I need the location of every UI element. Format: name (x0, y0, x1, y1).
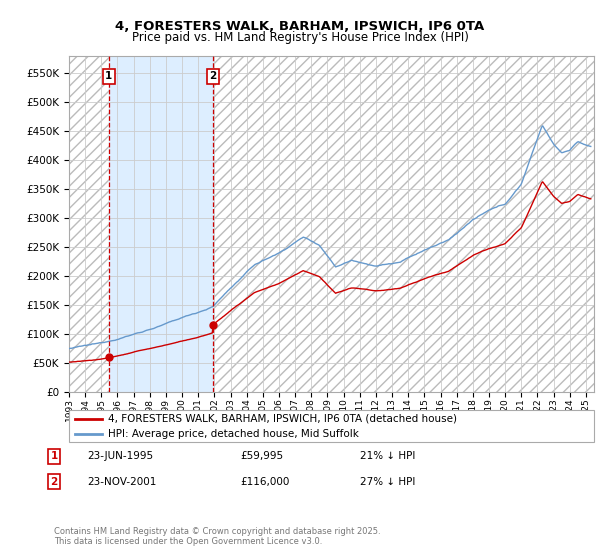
Bar (109, 56, 213, 392)
Text: 23-NOV-2001: 23-NOV-2001 (87, 477, 157, 487)
Text: £59,995: £59,995 (240, 451, 283, 461)
Text: 23-JUN-1995: 23-JUN-1995 (87, 451, 153, 461)
Text: Contains HM Land Registry data © Crown copyright and database right 2025.
This d: Contains HM Land Registry data © Crown c… (54, 526, 380, 546)
Text: 2: 2 (209, 71, 217, 81)
Text: £116,000: £116,000 (240, 477, 289, 487)
Text: Price paid vs. HM Land Registry's House Price Index (HPI): Price paid vs. HM Land Registry's House … (131, 31, 469, 44)
Text: 4, FORESTERS WALK, BARHAM, IPSWICH, IP6 0TA: 4, FORESTERS WALK, BARHAM, IPSWICH, IP6 … (115, 20, 485, 32)
Text: 21% ↓ HPI: 21% ↓ HPI (360, 451, 415, 461)
Text: 27% ↓ HPI: 27% ↓ HPI (360, 477, 415, 487)
Text: 1: 1 (50, 451, 58, 461)
Text: 4, FORESTERS WALK, BARHAM, IPSWICH, IP6 0TA (detached house): 4, FORESTERS WALK, BARHAM, IPSWICH, IP6 … (108, 414, 457, 424)
Text: HPI: Average price, detached house, Mid Suffolk: HPI: Average price, detached house, Mid … (108, 429, 359, 439)
Text: 2: 2 (50, 477, 58, 487)
Text: 1: 1 (105, 71, 113, 81)
